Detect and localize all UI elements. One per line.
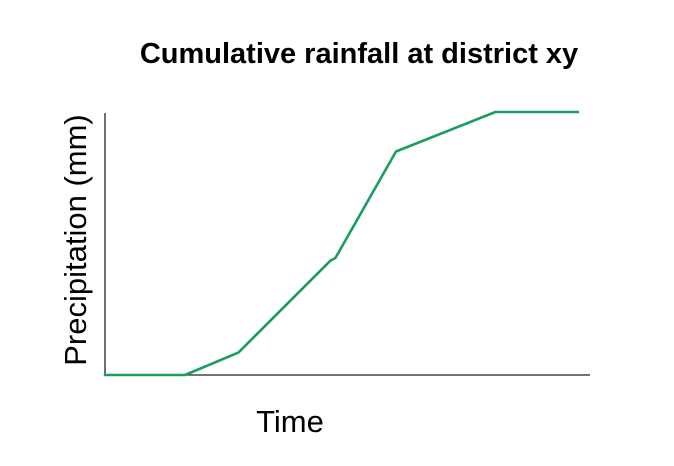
series-line-0 xyxy=(103,110,580,377)
y-axis-label: Precipitation (mm) xyxy=(58,114,93,366)
x-axis-label: Time xyxy=(256,404,324,439)
series-group xyxy=(103,110,580,377)
chart-title: Cumulative rainfall at district xy xyxy=(140,38,578,70)
